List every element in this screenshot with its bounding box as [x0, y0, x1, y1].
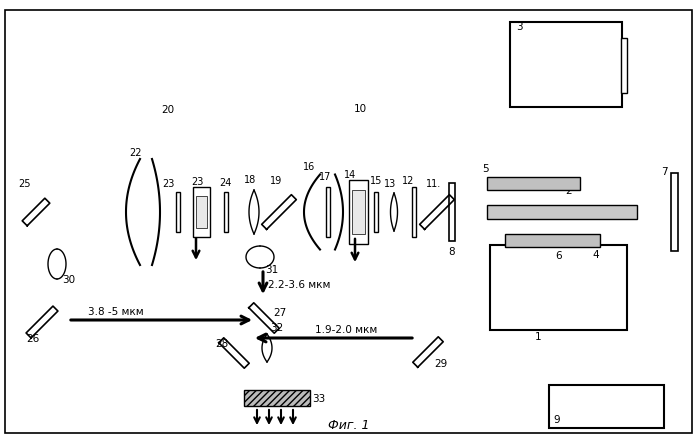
Polygon shape: [261, 194, 296, 229]
Bar: [447, 17, 673, 335]
Text: 25: 25: [18, 179, 31, 189]
Text: 30: 30: [62, 275, 75, 285]
Text: 26: 26: [26, 334, 39, 344]
Text: 16: 16: [303, 162, 315, 172]
Polygon shape: [249, 303, 279, 333]
Bar: [326, 187, 330, 237]
Text: 31: 31: [265, 265, 278, 275]
Text: 3.8 -5 мкм: 3.8 -5 мкм: [88, 307, 143, 317]
Text: Фиг. 1: Фиг. 1: [329, 419, 370, 432]
Bar: [549, 385, 664, 428]
Text: 1: 1: [535, 332, 542, 342]
Polygon shape: [26, 306, 58, 338]
Bar: [510, 22, 622, 107]
Text: 22: 22: [129, 148, 141, 158]
Text: 15: 15: [370, 176, 382, 186]
Polygon shape: [22, 198, 50, 226]
Text: 11.: 11.: [426, 179, 441, 189]
Text: 13: 13: [384, 179, 396, 189]
Text: 23: 23: [191, 177, 203, 187]
Text: 24: 24: [219, 178, 231, 188]
Bar: [412, 187, 416, 237]
Bar: [176, 192, 180, 232]
Text: 29: 29: [434, 359, 447, 369]
Bar: [127, 108, 243, 286]
Bar: [374, 192, 378, 232]
Text: 12: 12: [402, 176, 415, 186]
Polygon shape: [419, 194, 454, 229]
Bar: [505, 234, 600, 247]
Bar: [487, 205, 637, 219]
Bar: [490, 245, 627, 330]
Text: 32: 32: [270, 323, 283, 333]
Text: 23: 23: [162, 179, 174, 189]
Bar: [449, 183, 455, 241]
Bar: [196, 196, 207, 228]
Text: 9: 9: [553, 415, 560, 425]
Bar: [224, 192, 228, 232]
Text: 2.2-3.6 мкм: 2.2-3.6 мкм: [268, 280, 331, 290]
Bar: [670, 173, 677, 251]
Text: 2: 2: [565, 186, 572, 196]
Text: 5: 5: [482, 164, 489, 174]
Text: 20: 20: [161, 105, 174, 115]
Text: 8: 8: [448, 247, 454, 257]
Text: 28: 28: [215, 339, 229, 349]
Text: 14: 14: [344, 170, 356, 180]
Bar: [193, 187, 210, 237]
Text: 19: 19: [270, 176, 282, 186]
Text: 6: 6: [555, 251, 561, 261]
Bar: [352, 190, 365, 234]
Text: 3: 3: [516, 22, 523, 32]
Text: 10: 10: [354, 104, 367, 114]
Bar: [244, 390, 310, 406]
Bar: [621, 37, 627, 93]
Polygon shape: [219, 338, 250, 368]
Bar: [313, 107, 434, 278]
Text: 7: 7: [661, 167, 668, 177]
Polygon shape: [413, 337, 443, 367]
Text: 4: 4: [592, 250, 598, 260]
Text: 18: 18: [244, 175, 257, 185]
Bar: [487, 177, 580, 190]
Text: 17: 17: [319, 172, 331, 182]
Text: 1.9-2.0 мкм: 1.9-2.0 мкм: [315, 325, 377, 335]
Text: 27: 27: [273, 308, 287, 318]
Text: 33: 33: [312, 394, 325, 404]
Bar: [349, 180, 368, 244]
